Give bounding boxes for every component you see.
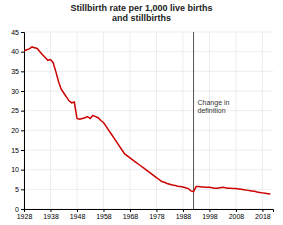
tick-label: 1988: [176, 213, 192, 220]
grid-line: [156, 32, 157, 209]
tick-mark: [103, 209, 104, 212]
tick-mark: [156, 209, 157, 212]
tick-mark: [21, 209, 24, 210]
chart: Stillbirth rate per 1,000 live birthsand…: [0, 0, 283, 225]
tick-mark: [21, 189, 24, 190]
tick-mark: [21, 130, 24, 131]
tick-label: 5: [15, 186, 19, 193]
tick-mark: [183, 209, 184, 212]
tick-label: 2018: [255, 213, 271, 220]
tick-mark: [21, 52, 24, 53]
line: [24, 47, 270, 194]
tick-label: 25: [11, 107, 19, 114]
tick: 1998: [202, 209, 218, 220]
grid-line: [262, 32, 263, 209]
tick: 1958: [96, 209, 112, 220]
tick: 1988: [176, 209, 192, 220]
grid-line: [235, 32, 236, 209]
reference-line: [193, 32, 194, 209]
tick: 25: [11, 107, 24, 114]
tick: 1978: [149, 209, 165, 220]
tick-label: 30: [11, 88, 19, 95]
y-axis: 0 5 10 15 20 25 30 35 40 45: [11, 29, 24, 213]
x-axis: 1928 1938 1948 1958 1968 1978 1988 1998 2008 2018: [17, 209, 274, 220]
grid-line: [182, 32, 183, 209]
tick: 1968: [123, 209, 139, 220]
tick: 15: [11, 147, 24, 154]
tick-mark: [21, 111, 24, 112]
tick-mark: [236, 209, 237, 212]
tick-label: 1948: [70, 213, 86, 220]
tick-mark: [21, 71, 24, 72]
title: Stillbirth rate per 1,000 live birthsand…: [70, 3, 212, 23]
tick-mark: [130, 209, 131, 212]
tick-label: 45: [11, 29, 19, 36]
tick-mark: [21, 32, 24, 33]
tick-label: 1938: [43, 213, 59, 220]
tick-label: 0: [15, 206, 19, 213]
tick: 2018: [255, 209, 271, 220]
tick: 1948: [70, 209, 86, 220]
tick-mark: [21, 150, 24, 151]
tick-mark: [209, 209, 210, 212]
tick-label: 1958: [96, 213, 112, 220]
tick: 0: [15, 206, 24, 213]
tick-label: 35: [11, 68, 19, 75]
tick-label: 1978: [149, 213, 165, 220]
tick: 2008: [229, 209, 245, 220]
tick: 35: [11, 68, 24, 75]
grid-line: [209, 32, 210, 209]
grid-line: [103, 32, 104, 209]
tick-label: 2008: [229, 213, 245, 220]
tick-mark: [262, 209, 263, 212]
grid: [24, 32, 273, 209]
grid-line: [76, 32, 77, 209]
tick: 30: [11, 88, 24, 95]
tick: 45: [11, 29, 24, 36]
plot-area: [24, 32, 270, 209]
tick: 5: [15, 186, 24, 193]
tick-label: 20: [11, 127, 19, 134]
tick-mark: [21, 91, 24, 92]
tick-label: 15: [11, 147, 19, 154]
axis-line: [25, 210, 274, 213]
tick-label: 1928: [17, 213, 33, 220]
tick-mark: [77, 209, 78, 212]
tick: 40: [11, 48, 24, 55]
tick: 20: [11, 127, 24, 134]
tick-mark: [50, 209, 51, 212]
axis-line: [21, 33, 25, 210]
annotation: Change indefinition: [198, 99, 230, 114]
tick-label: 1998: [202, 213, 218, 220]
tick-mark: [21, 170, 24, 171]
tick-label: 1968: [123, 213, 139, 220]
grid-line: [129, 32, 130, 209]
tick-label: 10: [11, 166, 19, 173]
tick-label: 40: [11, 48, 19, 55]
grid-line: [50, 32, 51, 209]
tick: 10: [11, 166, 24, 173]
tick: 1938: [43, 209, 59, 220]
tick: 1928: [17, 209, 33, 220]
